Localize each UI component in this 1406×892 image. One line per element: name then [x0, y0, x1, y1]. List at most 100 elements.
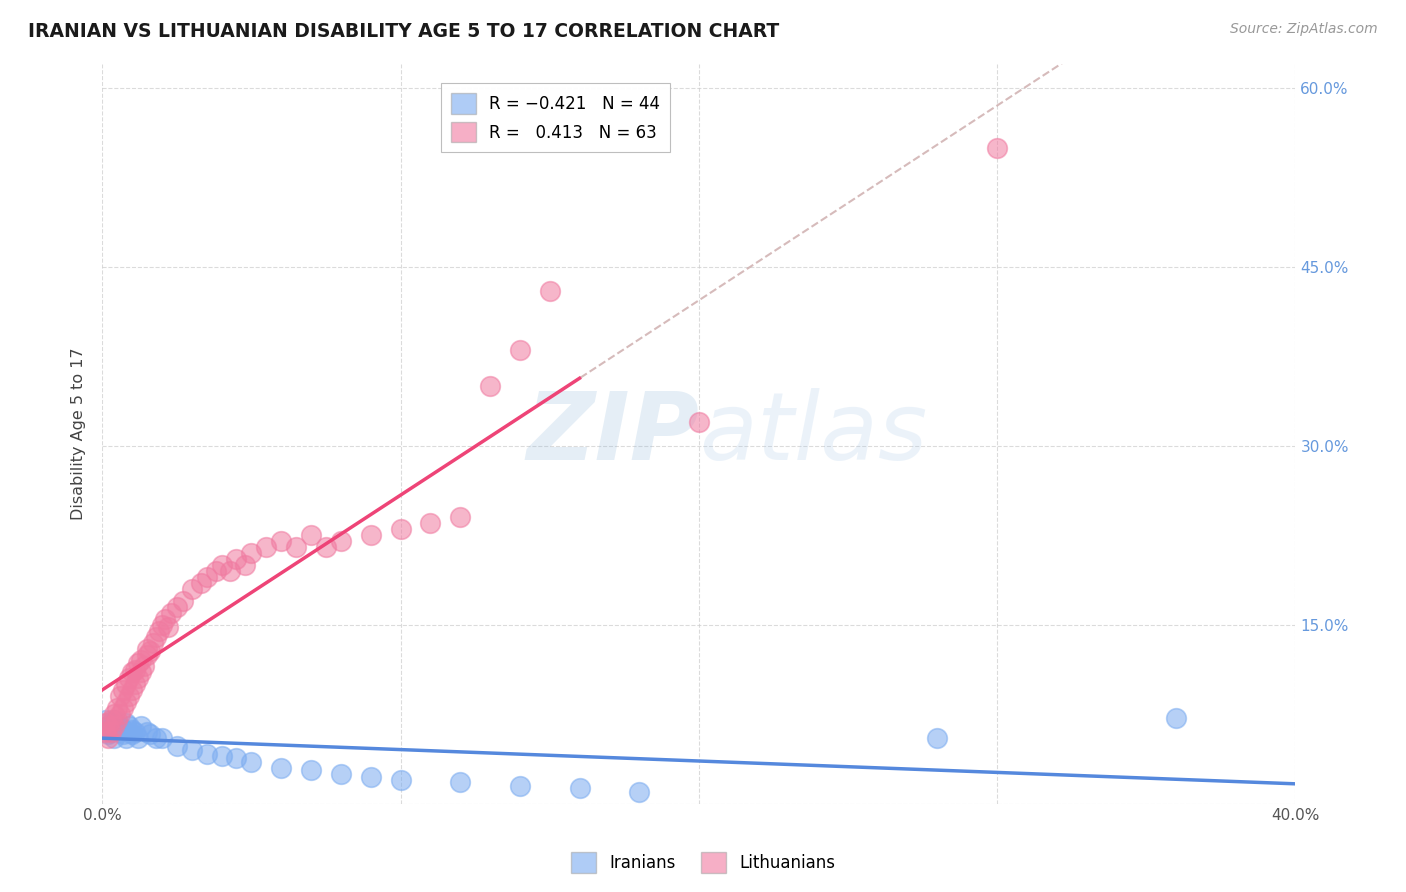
Point [115, 677, 138, 691]
Point [389, 522, 412, 536]
Point [129, 719, 152, 733]
Text: Source: ZipAtlas.com: Source: ZipAtlas.com [1230, 22, 1378, 37]
Point [628, 785, 651, 799]
Point [509, 779, 531, 793]
Point [172, 594, 194, 608]
Point [103, 713, 125, 727]
Point [150, 731, 173, 745]
Point [108, 725, 131, 739]
Point [124, 663, 146, 677]
Text: atlas: atlas [699, 388, 927, 479]
Point [115, 731, 138, 745]
Point [118, 690, 141, 704]
Point [389, 772, 412, 787]
Point [118, 719, 141, 733]
Point [568, 781, 591, 796]
Point [538, 284, 561, 298]
Point [108, 690, 131, 704]
Point [94, 725, 117, 739]
Point [270, 534, 292, 549]
Point [100, 725, 122, 739]
Legend: R = −0.421   N = 44, R =   0.413   N = 63: R = −0.421 N = 44, R = 0.413 N = 63 [441, 84, 671, 153]
Point [329, 534, 352, 549]
Point [148, 624, 170, 638]
Point [139, 727, 162, 741]
Point [136, 641, 159, 656]
Point [100, 713, 122, 727]
Point [94, 715, 117, 730]
Point [100, 725, 122, 739]
Point [145, 630, 167, 644]
Y-axis label: Disability Age 5 to 17: Disability Age 5 to 17 [72, 348, 86, 520]
Text: ZIP: ZIP [526, 388, 699, 480]
Point [360, 770, 382, 784]
Point [986, 140, 1008, 154]
Point [136, 725, 159, 739]
Point [129, 665, 152, 680]
Point [180, 743, 202, 757]
Point [121, 723, 143, 737]
Point [240, 755, 263, 769]
Point [204, 564, 226, 578]
Point [688, 415, 710, 429]
Point [103, 731, 125, 745]
Point [211, 748, 233, 763]
Point [270, 761, 292, 775]
Point [195, 747, 218, 761]
Point [103, 719, 125, 733]
Point [97, 719, 120, 733]
Point [449, 775, 471, 789]
Point [97, 719, 120, 733]
Point [153, 612, 176, 626]
Point [103, 707, 125, 722]
Point [100, 715, 122, 730]
Point [254, 540, 277, 554]
Point [419, 516, 441, 531]
Point [190, 576, 212, 591]
Point [180, 582, 202, 596]
Point [97, 731, 120, 745]
Point [449, 510, 471, 524]
Point [142, 635, 165, 649]
Point [1166, 711, 1188, 725]
Point [112, 727, 135, 741]
Point [105, 713, 128, 727]
Point [360, 528, 382, 542]
Text: IRANIAN VS LITHUANIAN DISABILITY AGE 5 TO 17 CORRELATION CHART: IRANIAN VS LITHUANIAN DISABILITY AGE 5 T… [28, 22, 779, 41]
Point [235, 558, 257, 572]
Point [124, 677, 146, 691]
Point [115, 695, 138, 709]
Point [105, 716, 128, 731]
Point [108, 719, 131, 733]
Point [124, 725, 146, 739]
Point [219, 564, 242, 578]
Point [225, 552, 247, 566]
Point [127, 731, 149, 745]
Point [299, 763, 322, 777]
Point [166, 599, 188, 614]
Point [136, 648, 159, 662]
Point [927, 731, 949, 745]
Point [129, 653, 152, 667]
Point [108, 707, 131, 722]
Point [132, 659, 155, 673]
Point [159, 606, 181, 620]
Point [225, 751, 247, 765]
Point [118, 672, 141, 686]
Point [105, 701, 128, 715]
Point [94, 713, 117, 727]
Point [97, 727, 120, 741]
Point [509, 343, 531, 358]
Point [315, 540, 337, 554]
Point [195, 570, 218, 584]
Point [121, 683, 143, 698]
Point [112, 723, 135, 737]
Point [105, 722, 128, 736]
Point [118, 725, 141, 739]
Point [299, 528, 322, 542]
Point [127, 656, 149, 670]
Point [285, 540, 308, 554]
Point [121, 665, 143, 680]
Point [112, 683, 135, 698]
Point [139, 644, 162, 658]
